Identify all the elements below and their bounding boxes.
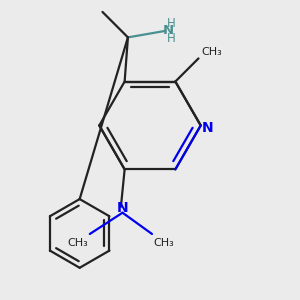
Text: H: H [167, 17, 176, 30]
Text: CH₃: CH₃ [154, 238, 174, 248]
Text: CH₃: CH₃ [68, 238, 88, 248]
Text: N: N [163, 24, 174, 37]
Text: CH₃: CH₃ [202, 47, 223, 57]
Text: N: N [202, 121, 214, 135]
Text: N: N [117, 202, 128, 215]
Text: H: H [167, 32, 176, 44]
